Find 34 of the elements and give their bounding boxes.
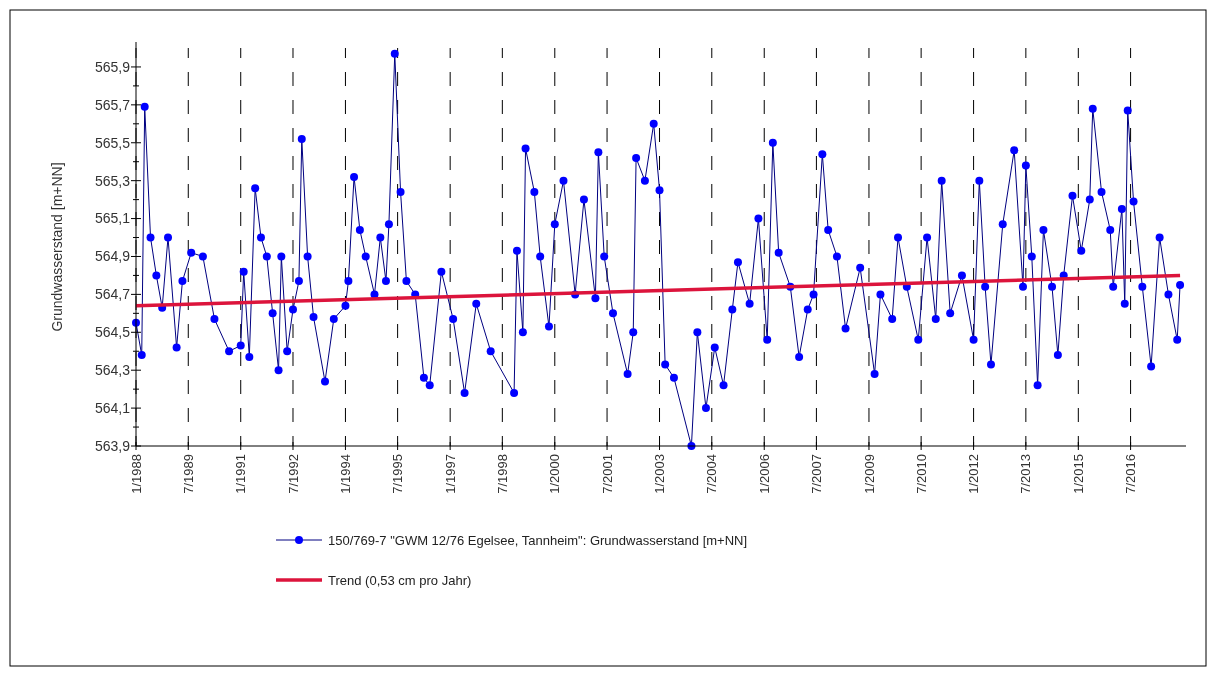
y-tick-label: 564,9 [94, 248, 131, 265]
y-tick-label: 563,9 [94, 437, 131, 454]
y-tick-label: 565,7 [94, 96, 131, 113]
x-tick-label: 7/1989 [180, 454, 196, 494]
x-tick-label: 1/2012 [966, 454, 982, 494]
x-tick-label: 1/2006 [756, 454, 772, 494]
y-tick-label: 565,5 [94, 134, 131, 151]
x-tick-label: 1/1994 [338, 454, 353, 494]
x-tick-label: 7/2004 [704, 454, 720, 494]
y-tick-label: 564,1 [94, 400, 131, 416]
x-tick-label: 7/1992 [285, 454, 301, 494]
x-tick-label: 7/2013 [1018, 454, 1034, 494]
x-tick-label: 1/1991 [233, 454, 249, 494]
x-tick-label: 7/2007 [808, 454, 824, 494]
x-tick-label: 7/2016 [1123, 454, 1139, 494]
y-axis-title: Grundwasserstand [m+NN] [49, 162, 65, 332]
y-tick-label: 565,3 [94, 172, 131, 189]
x-tick-label: 1/2003 [652, 454, 668, 494]
y-tick-label: 564,7 [94, 286, 131, 303]
y-tick-label: 564,3 [94, 362, 131, 379]
x-tick-label: 1/2015 [1070, 454, 1086, 494]
x-tick-label: 7/1998 [494, 454, 510, 494]
legend-label: 150/769-7 "GWM 12/76 Egelsee, Tannheim": Grundwasserstand [m+NN] [328, 532, 748, 548]
x-tick-label: 1/2009 [861, 454, 877, 494]
x-tick-label: 7/2001 [599, 454, 615, 494]
x-tick-label: 1/2000 [547, 454, 563, 494]
x-tick-label: 7/2010 [913, 454, 929, 494]
x-tick-label: 1/1988 [128, 454, 144, 494]
y-tick-label: 565,9 [94, 58, 131, 75]
x-tick-label: 7/1995 [390, 454, 406, 494]
y-tick-label: 565,1 [94, 210, 131, 227]
y-tick-label: 564,5 [94, 324, 131, 341]
legend-label: Trend (0,53 cm pro Jahr) [328, 572, 472, 588]
x-tick-label: 1/1997 [442, 454, 458, 494]
